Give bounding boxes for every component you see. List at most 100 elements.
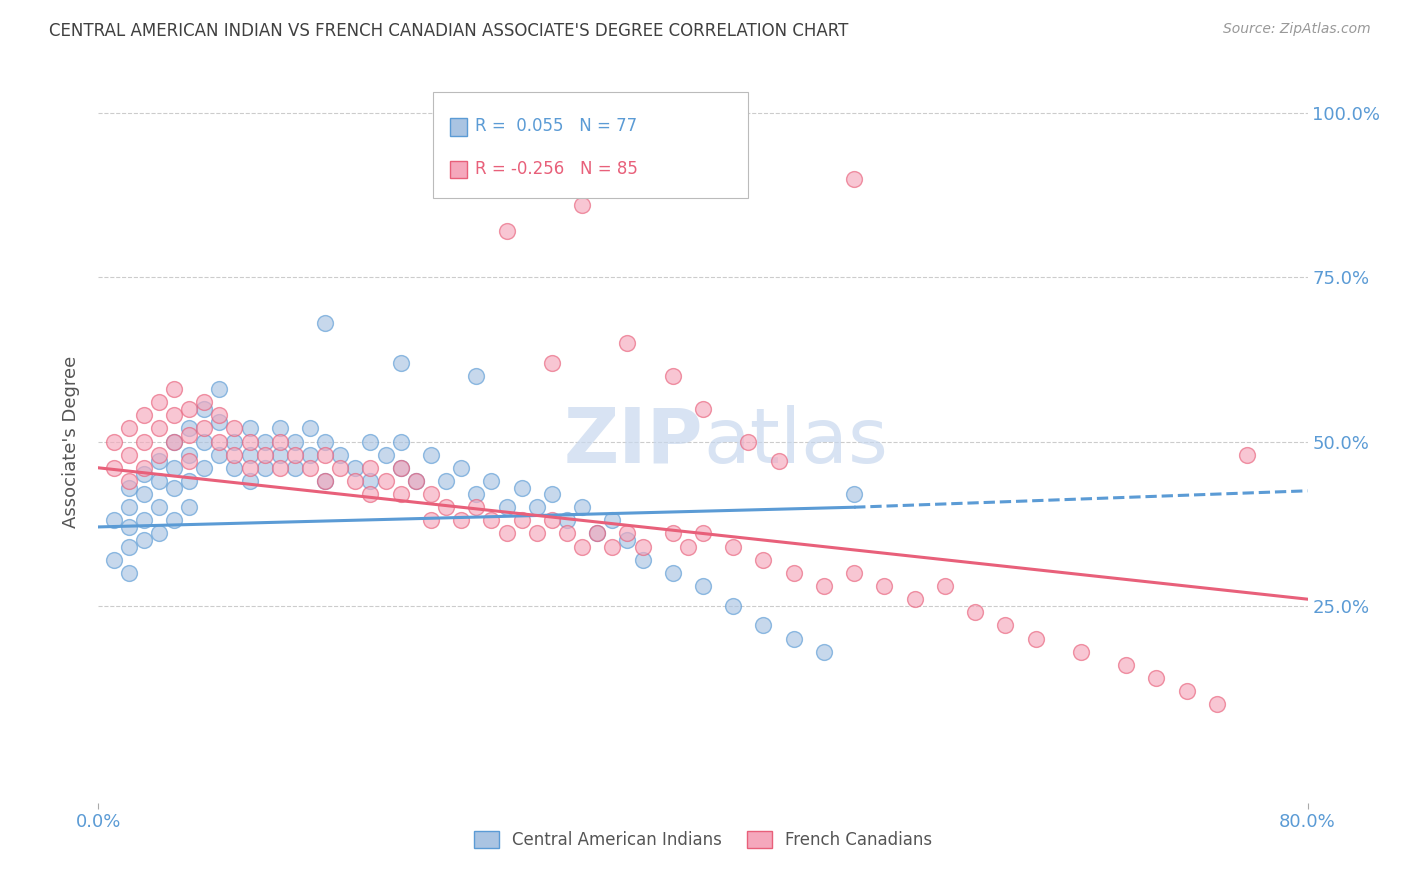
Point [602,513,624,527]
Point [284,460,307,475]
Point [148,395,170,409]
Point [602,540,624,554]
Point [692,401,714,416]
Point [571,500,593,515]
Point [148,474,170,488]
Point [118,421,141,435]
Point [571,198,593,212]
Point [132,467,155,482]
Text: R =  0.055   N = 77: R = 0.055 N = 77 [475,117,637,135]
Point [253,434,276,449]
Point [148,421,170,435]
Point [208,448,231,462]
Point [239,460,262,475]
Point [208,382,231,396]
Point [389,460,412,475]
Point [389,356,412,370]
Point [434,500,457,515]
Point [495,526,517,541]
Point [179,474,201,488]
Point [132,513,155,527]
Point [586,526,609,541]
Point [193,434,215,449]
Point [344,460,367,475]
Point [118,566,141,580]
Point [208,415,231,429]
Point [768,454,790,468]
Point [723,540,745,554]
Point [405,474,427,488]
Point [103,553,125,567]
Point [224,434,246,449]
Point [163,382,186,396]
Point [813,645,835,659]
Point [103,513,125,527]
Point [314,474,336,488]
Point [224,421,246,435]
Point [193,401,215,416]
Text: R = -0.256   N = 85: R = -0.256 N = 85 [475,160,638,178]
Point [118,540,141,554]
Point [1206,698,1229,712]
Point [904,592,927,607]
Point [132,434,155,449]
Point [661,368,683,383]
Point [752,553,775,567]
Point [253,460,276,475]
Point [540,487,562,501]
Point [208,409,231,423]
Point [314,448,336,462]
Point [481,513,503,527]
Point [148,526,170,541]
Point [405,474,427,488]
Point [631,540,654,554]
Point [118,481,141,495]
Text: CENTRAL AMERICAN INDIAN VS FRENCH CANADIAN ASSOCIATE'S DEGREE CORRELATION CHART: CENTRAL AMERICAN INDIAN VS FRENCH CANADI… [49,22,849,40]
Point [179,421,201,435]
Point [737,434,759,449]
Point [118,520,141,534]
Point [465,368,488,383]
Point [420,448,443,462]
Point [253,448,276,462]
Point [269,421,291,435]
Point [163,434,186,449]
Point [434,474,457,488]
Point [481,474,503,488]
Point [616,336,638,351]
Point [132,460,155,475]
Point [132,487,155,501]
Point [389,460,412,475]
Point [495,500,517,515]
Point [132,533,155,547]
Point [299,460,322,475]
Point [723,599,745,613]
Point [239,448,262,462]
Point [495,224,517,238]
Point [450,513,472,527]
Point [269,460,291,475]
Point [752,618,775,632]
Point [179,500,201,515]
Legend: Central American Indians, French Canadians: Central American Indians, French Canadia… [467,824,939,856]
Point [813,579,835,593]
Text: Source: ZipAtlas.com: Source: ZipAtlas.com [1223,22,1371,37]
Point [661,526,683,541]
Point [374,474,396,488]
Point [269,448,291,462]
Text: ZIP: ZIP [564,405,703,478]
Point [586,526,609,541]
Point [934,579,956,593]
Point [284,448,307,462]
Point [465,500,488,515]
Point [118,448,141,462]
Point [1236,448,1258,462]
Point [132,409,155,423]
Point [526,500,548,515]
Point [103,434,125,449]
Point [616,526,638,541]
Point [239,421,262,435]
Text: atlas: atlas [703,405,887,478]
Point [224,448,246,462]
Point [344,474,367,488]
